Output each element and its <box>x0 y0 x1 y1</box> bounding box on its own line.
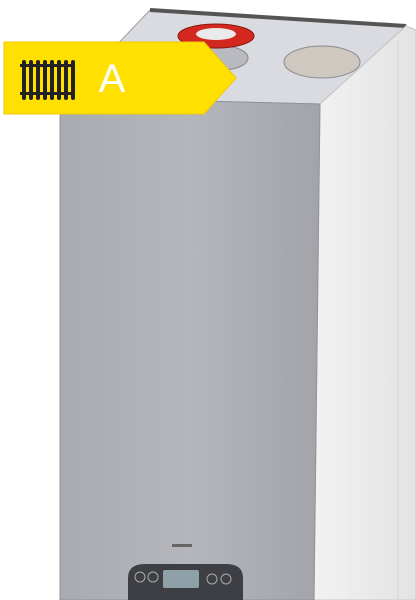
boiler-side <box>314 26 416 600</box>
flue-inner <box>196 28 236 40</box>
display <box>163 570 199 588</box>
boiler-front <box>60 98 320 600</box>
product-image: A <box>0 0 416 600</box>
brand-mark <box>172 544 192 547</box>
energy-class: A <box>99 57 126 101</box>
cover-disk <box>284 46 360 78</box>
